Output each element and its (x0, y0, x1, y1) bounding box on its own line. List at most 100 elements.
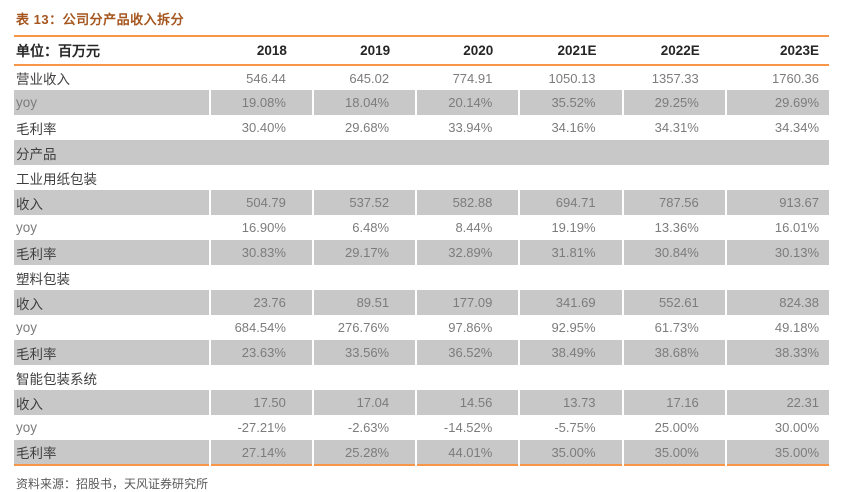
cell-value: 97.86% (415, 315, 520, 340)
cell-value: 31.81% (518, 240, 623, 265)
section-row: 工业用纸包装 (14, 165, 829, 190)
section-label: 智能包装系统 (16, 371, 97, 387)
cell-value: 17.04 (311, 390, 417, 415)
cell-value: 8.44% (415, 215, 520, 240)
cell-value: 23.63% (208, 340, 313, 365)
cell-value: 16.90% (208, 215, 313, 240)
table-row: yoy 16.90% 6.48% 8.44% 19.19% 13.36% 16.01% (14, 215, 829, 240)
cell-value: -14.52% (415, 415, 520, 440)
revenue-breakdown-table: 单位：百万元 2018 2019 2020 2021E 2022E 2023E … (14, 37, 829, 466)
cell-value: 30.13% (724, 240, 829, 265)
cell-value: 582.88 (415, 190, 520, 215)
col-header-2018: 2018 (209, 37, 313, 66)
cell-value: 504.79 (208, 190, 313, 215)
cell-value: 27.14% (208, 440, 313, 465)
row-label: 营业收入 (16, 72, 70, 87)
table-row: 收入 504.79 537.52 582.88 694.71 787.56 913.67 (14, 190, 829, 215)
cell-value: 787.56 (621, 190, 726, 215)
cell-value: 645.02 (311, 65, 417, 90)
cell-value: 92.95% (518, 315, 623, 340)
table-body: 营业收入 546.44 645.02 774.91 1050.13 1357.33 1760… (14, 65, 829, 465)
cell-value: 34.34% (724, 115, 829, 140)
table-row: 毛利率 27.14% 25.28% 44.01% 35.00% 35.00% 35.00% (14, 440, 829, 465)
cell-value: 276.76% (311, 315, 417, 340)
cell-value: 38.49% (518, 340, 623, 365)
cell-value: 35.52% (518, 90, 623, 115)
cell-value: 44.01% (415, 440, 520, 465)
cell-value: 32.89% (415, 240, 520, 265)
cell-value: 17.16 (621, 390, 726, 415)
row-label: yoy (16, 220, 38, 235)
cell-value: 89.51 (311, 290, 417, 315)
cell-value: -2.63% (311, 415, 417, 440)
cell-value: 30.83% (208, 240, 313, 265)
cell-value: 6.48% (311, 215, 417, 240)
cell-value: 341.69 (518, 290, 623, 315)
col-header-2021e: 2021E (519, 37, 623, 66)
cell-value: 546.44 (208, 65, 313, 90)
cell-value: 36.52% (415, 340, 520, 365)
table-row: yoy 684.54% 276.76% 97.86% 92.95% 61.73% 49.18… (14, 315, 829, 340)
section-row: 塑料包装 (14, 265, 829, 290)
cell-value: 30.00% (724, 415, 829, 440)
cell-value: 29.69% (724, 90, 829, 115)
cell-value: 694.71 (518, 190, 623, 215)
cell-value: 34.16% (518, 115, 623, 140)
row-label: yoy (16, 95, 38, 110)
cell-value: 177.09 (415, 290, 520, 315)
cell-value: 20.14% (415, 90, 520, 115)
col-header-2023e: 2023E (725, 37, 829, 66)
cell-value: 29.17% (311, 240, 417, 265)
cell-value: 38.68% (621, 340, 726, 365)
cell-value: 537.52 (311, 190, 417, 215)
cell-value: 23.76 (208, 290, 313, 315)
col-header-2022e: 2022E (622, 37, 726, 66)
cell-value: 16.01% (724, 215, 829, 240)
row-label: 毛利率 (16, 121, 57, 137)
table-row: 毛利率 30.40% 29.68% 33.94% 34.16% 34.31% 34.34% (14, 115, 829, 140)
cell-value: 774.91 (415, 65, 520, 90)
section-label: 工业用纸包装 (16, 171, 97, 187)
section-row: 分产品 (14, 140, 829, 165)
row-label: 毛利率 (16, 246, 57, 262)
cell-value: -27.21% (208, 415, 313, 440)
table-row: yoy 19.08% 18.04% 20.14% 35.52% 29.25% 29.69% (14, 90, 829, 115)
cell-value: 29.68% (311, 115, 417, 140)
section-row: 智能包装系统 (14, 365, 829, 390)
cell-value: 29.25% (621, 90, 726, 115)
cell-value: 61.73% (621, 315, 726, 340)
table-row: yoy -27.21% -2.63% -14.52% -5.75% 25.00% 30.00… (14, 415, 829, 440)
cell-value: 13.73 (518, 390, 623, 415)
unit-header: 单位：百万元 (14, 37, 210, 66)
cell-value: 1357.33 (621, 65, 726, 90)
table-row: 营业收入 546.44 645.02 774.91 1050.13 1357.33 1760… (14, 65, 829, 90)
cell-value: 30.40% (208, 115, 313, 140)
cell-value: 38.33% (724, 340, 829, 365)
cell-value: 19.08% (208, 90, 313, 115)
table-row: 毛利率 23.63% 33.56% 36.52% 38.49% 38.68% 38.33% (14, 340, 829, 365)
cell-value: 824.38 (724, 290, 829, 315)
header-row: 单位：百万元 2018 2019 2020 2021E 2022E 2023E (14, 37, 829, 66)
section-label: 塑料包装 (16, 271, 70, 287)
cell-value: 913.67 (724, 190, 829, 215)
row-label: yoy (16, 420, 38, 435)
cell-value: 22.31 (724, 390, 829, 415)
row-label: 收入 (16, 396, 43, 412)
cell-value: 13.36% (621, 215, 726, 240)
cell-value: 1050.13 (518, 65, 623, 90)
cell-value: 14.56 (415, 390, 520, 415)
source-note: 资料来源：招股书，天风证券研究所 (16, 477, 209, 491)
cell-value: 49.18% (724, 315, 829, 340)
row-label: 收入 (16, 196, 43, 212)
row-label: yoy (16, 320, 38, 335)
cell-value: 19.19% (518, 215, 623, 240)
cell-value: 25.00% (621, 415, 726, 440)
cell-value: 34.31% (621, 115, 726, 140)
cell-value: -5.75% (518, 415, 623, 440)
cell-value: 17.50 (208, 390, 313, 415)
table-title: 表 13：公司分产品收入拆分 (14, 5, 829, 37)
section-label: 分产品 (16, 146, 57, 162)
col-header-2020: 2020 (416, 37, 520, 66)
table-row: 收入 23.76 89.51 177.09 341.69 552.61 824.38 (14, 290, 829, 315)
